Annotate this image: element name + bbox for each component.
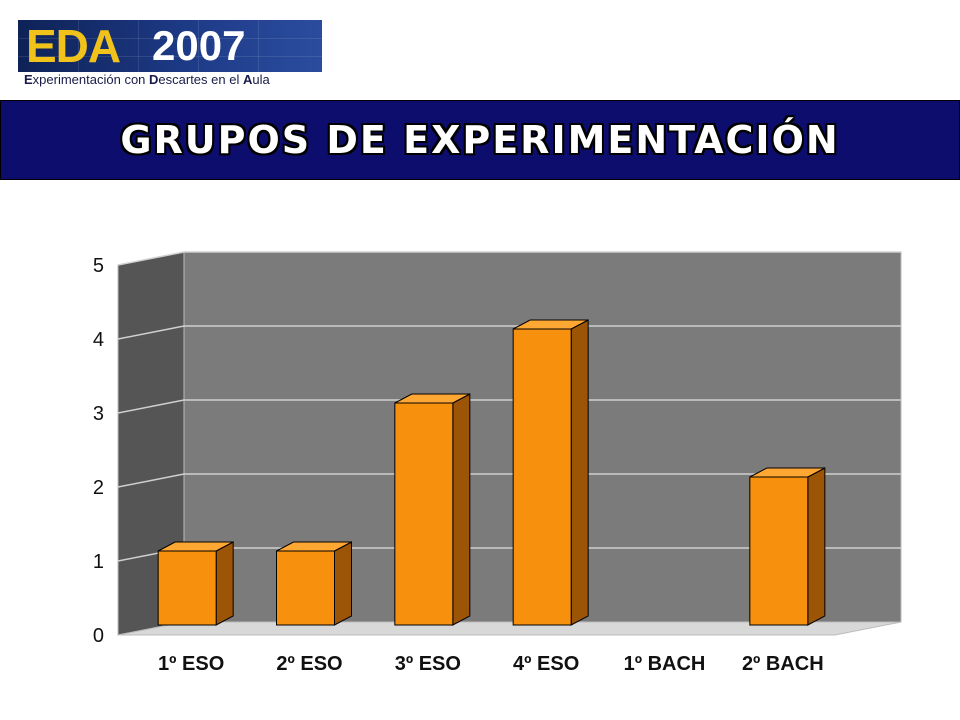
logo-sub-rest-1: xperimentación con <box>32 72 150 87</box>
x-tick-label-4: 1º BACH <box>624 653 706 675</box>
y-tick-label-2: 2 <box>93 477 104 499</box>
bar-side-5 <box>807 467 826 626</box>
y-tick-label-3: 3 <box>93 403 104 425</box>
bar-0 <box>157 550 217 626</box>
logo-eda-text: EDA <box>26 20 121 72</box>
title-banner: GRUPOS DE EXPERIMENTACIÓN <box>0 100 960 180</box>
logo-year-text: 2007 <box>152 22 246 69</box>
bar-5 <box>749 476 809 626</box>
x-tick-label-2: 3º ESO <box>395 653 461 675</box>
x-tick-label-5: 2º BACH <box>742 653 824 675</box>
gridline-4 <box>117 325 901 340</box>
page-title: GRUPOS DE EXPERIMENTACIÓN <box>120 118 840 162</box>
logo-sub-rest-2: escartes en el <box>158 72 243 87</box>
gridline-2 <box>117 473 901 488</box>
y-tick-label-5: 5 <box>93 255 104 277</box>
logo-sub-initial-3: A <box>242 72 253 87</box>
bar-side-2 <box>452 393 471 626</box>
bar-1 <box>276 550 335 626</box>
bar-side-3 <box>570 319 589 626</box>
bar-3 <box>512 328 572 626</box>
logo-sub-rest-3: ula <box>252 72 270 87</box>
eda-logo: EDA 2007 <box>18 20 322 72</box>
logo-sub-initial-1: E <box>24 72 33 87</box>
gridline-5 <box>117 251 901 266</box>
bar-2 <box>394 402 454 626</box>
gridline-3 <box>117 399 901 414</box>
x-tick-label-1: 2º ESO <box>276 653 342 675</box>
y-tick-label-0: 0 <box>93 625 104 647</box>
logo-subtitle: Experimentación con Descartes en el Aula <box>24 72 270 87</box>
bar-side-0 <box>215 541 234 626</box>
y-tick-label-4: 4 <box>93 329 104 351</box>
y-tick-label-1: 1 <box>93 551 104 573</box>
bar-side-1 <box>334 541 352 626</box>
logo-sub-initial-2: D <box>149 72 159 87</box>
x-tick-label-3: 4º ESO <box>513 653 579 675</box>
x-tick-label-0: 1º ESO <box>158 653 224 675</box>
